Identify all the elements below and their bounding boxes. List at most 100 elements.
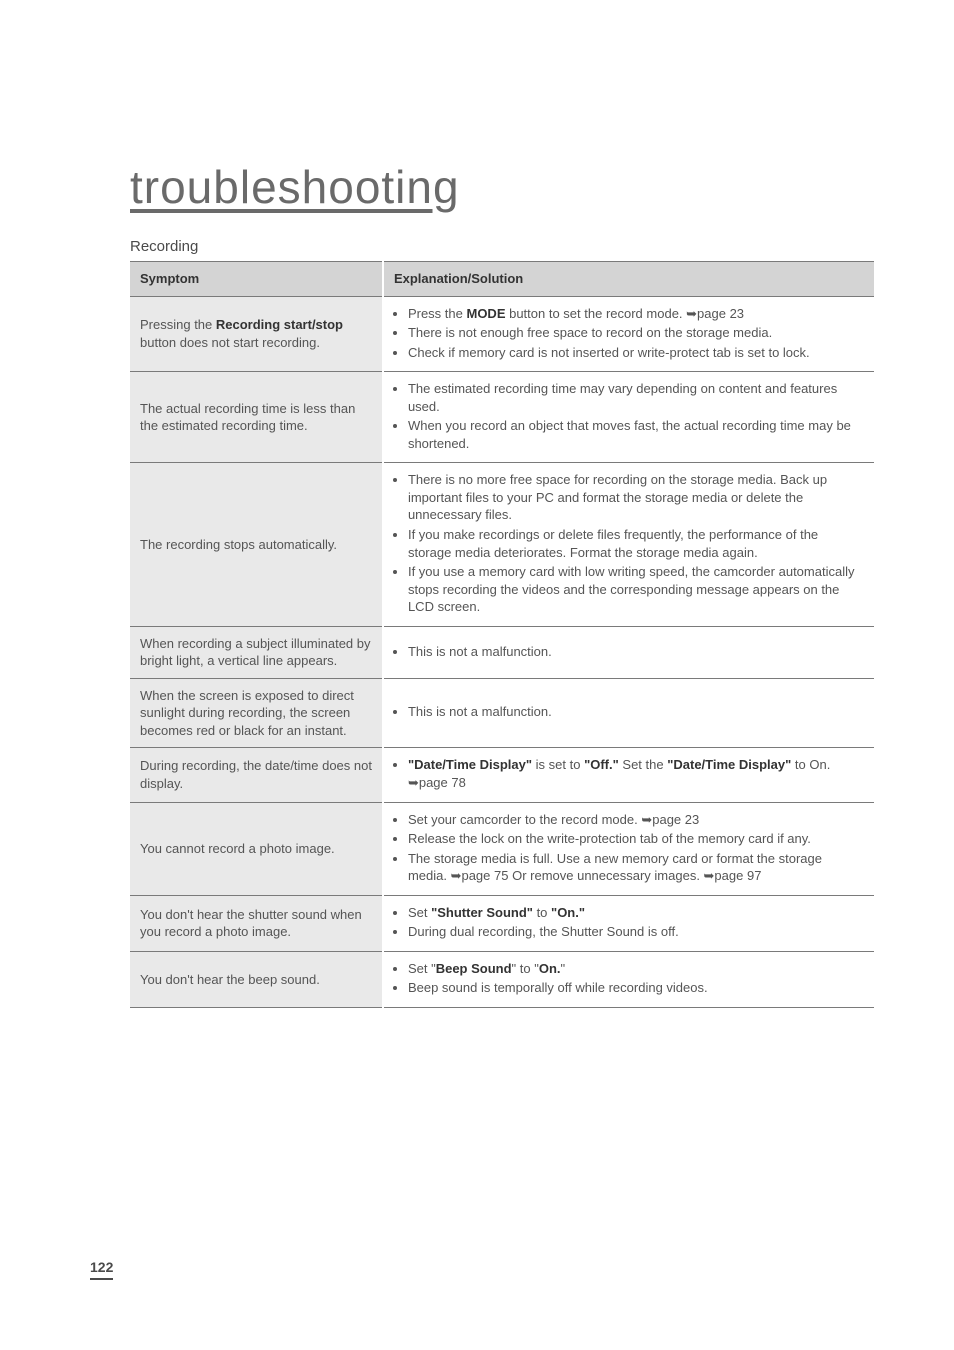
explanation-list: This is not a malfunction. <box>394 643 864 661</box>
explanation-cell: Set "Shutter Sound" to "On." During dual … <box>383 895 874 951</box>
list-item: Set your camcorder to the record mode. ➥… <box>408 811 864 829</box>
text-part: "On." <box>551 905 585 920</box>
text-part: When the screen is exposed to direct sun… <box>140 688 354 738</box>
section-heading: Recording <box>130 238 874 255</box>
symptom-cell: During recording, the date/time does not… <box>130 748 383 802</box>
text-part: " <box>561 961 566 976</box>
list-item: When you record an object that moves fas… <box>408 417 864 452</box>
text-part: Recording start/stop <box>216 317 343 332</box>
symptom-cell: When recording a subject illuminated by … <box>130 626 383 678</box>
symptom-cell: When the screen is exposed to direct sun… <box>130 678 383 748</box>
text-part: The actual recording time is less than t… <box>140 401 355 434</box>
text-part: Set the <box>619 757 667 772</box>
list-item: There is no more free space for recordin… <box>408 471 864 524</box>
text-part: The estimated recording time may vary de… <box>408 381 837 414</box>
text-part: The storage media is full. Use a new mem… <box>408 851 822 884</box>
explanation-list: Press the MODE button to set the record … <box>394 305 864 362</box>
text-part: On. <box>539 961 561 976</box>
text-part: Set " <box>408 961 436 976</box>
table-row: The recording stops automatically. There … <box>130 463 874 626</box>
explanation-cell: "Date/Time Display" is set to "Off." Set… <box>383 748 874 802</box>
header-symptom: Symptom <box>130 262 383 297</box>
explanation-list: This is not a malfunction. <box>394 703 864 721</box>
text-part: This is not a malfunction. <box>408 704 552 719</box>
text-part: If you use a memory card with low writin… <box>408 564 855 614</box>
page-title: troubleshooting <box>130 160 874 214</box>
explanation-list: Set "Shutter Sound" to "On." During dual … <box>394 904 864 941</box>
explanation-cell: There is no more free space for recordin… <box>383 463 874 626</box>
text-part: Release the lock on the write-protection… <box>408 831 811 846</box>
page-number: 122 <box>90 1259 113 1280</box>
list-item: Check if memory card is not inserted or … <box>408 344 864 362</box>
list-item: Press the MODE button to set the record … <box>408 305 864 323</box>
text-part: Press the <box>408 306 467 321</box>
table-row: When recording a subject illuminated by … <box>130 626 874 678</box>
text-part: Beep sound is temporally off while recor… <box>408 980 708 995</box>
explanation-cell: The estimated recording time may vary de… <box>383 372 874 463</box>
list-item: The storage media is full. Use a new mem… <box>408 850 864 885</box>
symptom-cell: You don't hear the beep sound. <box>130 951 383 1007</box>
table-row: You don't hear the beep sound.Set "Beep … <box>130 951 874 1007</box>
symptom-cell: The recording stops automatically. <box>130 463 383 626</box>
list-item: The estimated recording time may vary de… <box>408 380 864 415</box>
text-part: When you record an object that moves fas… <box>408 418 851 451</box>
text-part: When recording a subject illuminated by … <box>140 636 371 669</box>
text-part: "Date/Time Display" <box>667 757 791 772</box>
list-item: During dual recording, the Shutter Sound… <box>408 923 864 941</box>
explanation-cell: This is not a malfunction. <box>383 678 874 748</box>
text-part: Beep Sound <box>436 961 512 976</box>
text-part: button to set the record mode. ➥page 23 <box>505 306 744 321</box>
list-item: If you make recordings or delete files f… <box>408 526 864 561</box>
text-part: You don't hear the shutter sound when yo… <box>140 907 362 940</box>
explanation-list: There is no more free space for recordin… <box>394 471 864 615</box>
text-part: There is no more free space for recordin… <box>408 472 827 522</box>
text-part: This is not a malfunction. <box>408 644 552 659</box>
symptom-cell: You don't hear the shutter sound when yo… <box>130 895 383 951</box>
text-part: "Off." <box>584 757 619 772</box>
text-part: to <box>533 905 551 920</box>
table-row: During recording, the date/time does not… <box>130 748 874 802</box>
text-part: Set your camcorder to the record mode. ➥… <box>408 812 699 827</box>
text-part: button does not start recording. <box>140 335 320 350</box>
text-part: If you make recordings or delete files f… <box>408 527 818 560</box>
text-part: The recording stops automatically. <box>140 537 337 552</box>
text-part: Pressing the <box>140 317 216 332</box>
text-part: There is not enough free space to record… <box>408 325 772 340</box>
text-part: During dual recording, the Shutter Sound… <box>408 924 679 939</box>
symptom-cell: The actual recording time is less than t… <box>130 372 383 463</box>
table-header-row: Symptom Explanation/Solution <box>130 262 874 297</box>
table-row: Pressing the Recording start/stop button… <box>130 296 874 372</box>
explanation-cell: This is not a malfunction. <box>383 626 874 678</box>
text-part: MODE <box>466 306 505 321</box>
text-part: During recording, the date/time does not… <box>140 758 372 791</box>
list-item: This is not a malfunction. <box>408 703 864 721</box>
troubleshooting-table: Symptom Explanation/Solution Pressing th… <box>130 261 874 1008</box>
text-part: is set to <box>532 757 584 772</box>
explanation-list: "Date/Time Display" is set to "Off." Set… <box>394 756 864 791</box>
explanation-cell: Set your camcorder to the record mode. ➥… <box>383 802 874 895</box>
text-part: " to " <box>512 961 539 976</box>
symptom-cell: Pressing the Recording start/stop button… <box>130 296 383 372</box>
table-body: Pressing the Recording start/stop button… <box>130 296 874 1007</box>
explanation-cell: Set "Beep Sound" to "On." Beep sound is t… <box>383 951 874 1007</box>
list-item: This is not a malfunction. <box>408 643 864 661</box>
text-part: You don't hear the beep sound. <box>140 972 320 987</box>
explanation-list: Set your camcorder to the record mode. ➥… <box>394 811 864 885</box>
list-item: "Date/Time Display" is set to "Off." Set… <box>408 756 864 791</box>
list-item: Set "Beep Sound" to "On." <box>408 960 864 978</box>
text-part: Set <box>408 905 431 920</box>
table-row: You cannot record a photo image. Set your… <box>130 802 874 895</box>
list-item: There is not enough free space to record… <box>408 324 864 342</box>
table-row: When the screen is exposed to direct sun… <box>130 678 874 748</box>
text-part: You cannot record a photo image. <box>140 841 335 856</box>
table-row: You don't hear the shutter sound when yo… <box>130 895 874 951</box>
page-container: troubleshooting Recording Symptom Explan… <box>0 0 954 1350</box>
text-part: Check if memory card is not inserted or … <box>408 345 810 360</box>
list-item: Beep sound is temporally off while recor… <box>408 979 864 997</box>
text-part: "Date/Time Display" <box>408 757 532 772</box>
list-item: Set "Shutter Sound" to "On." <box>408 904 864 922</box>
explanation-list: The estimated recording time may vary de… <box>394 380 864 452</box>
list-item: If you use a memory card with low writin… <box>408 563 864 616</box>
table-row: The actual recording time is less than t… <box>130 372 874 463</box>
explanation-list: Set "Beep Sound" to "On." Beep sound is t… <box>394 960 864 997</box>
